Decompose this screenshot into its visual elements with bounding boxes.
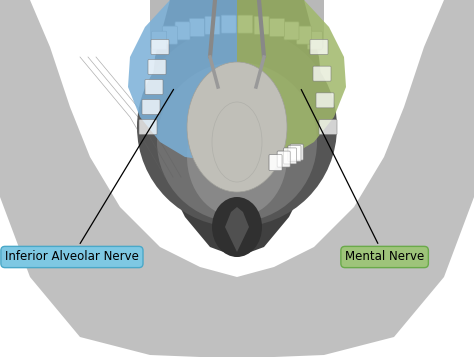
FancyBboxPatch shape [269,155,282,171]
FancyBboxPatch shape [151,40,169,55]
FancyBboxPatch shape [175,22,190,40]
FancyBboxPatch shape [290,144,303,160]
Polygon shape [237,0,474,357]
FancyBboxPatch shape [288,146,301,161]
FancyBboxPatch shape [283,148,297,164]
Ellipse shape [137,27,337,227]
FancyBboxPatch shape [139,120,157,135]
FancyBboxPatch shape [313,66,331,81]
FancyBboxPatch shape [288,146,301,161]
FancyBboxPatch shape [297,26,312,44]
FancyBboxPatch shape [270,19,285,36]
Polygon shape [150,0,324,257]
Polygon shape [225,207,249,252]
FancyBboxPatch shape [152,31,167,49]
FancyBboxPatch shape [284,22,299,40]
FancyBboxPatch shape [316,93,334,108]
FancyBboxPatch shape [145,80,163,95]
FancyBboxPatch shape [307,31,322,49]
FancyBboxPatch shape [189,19,204,36]
Ellipse shape [212,197,262,257]
FancyBboxPatch shape [221,15,236,33]
FancyBboxPatch shape [205,16,220,34]
Polygon shape [128,0,237,162]
FancyBboxPatch shape [310,40,328,55]
Ellipse shape [187,97,287,217]
FancyBboxPatch shape [290,144,303,160]
Ellipse shape [187,62,287,192]
FancyBboxPatch shape [238,15,253,33]
Polygon shape [0,0,237,357]
FancyBboxPatch shape [162,26,177,44]
Text: Mental Nerve: Mental Nerve [301,90,424,263]
Ellipse shape [157,62,317,222]
FancyBboxPatch shape [319,120,337,135]
FancyBboxPatch shape [254,16,269,34]
FancyBboxPatch shape [142,100,160,115]
FancyBboxPatch shape [277,151,290,167]
Polygon shape [150,0,324,95]
FancyBboxPatch shape [269,155,282,171]
Text: Inferior Alveolar Nerve: Inferior Alveolar Nerve [5,89,173,263]
Polygon shape [237,0,346,162]
FancyBboxPatch shape [148,60,166,75]
FancyBboxPatch shape [283,148,297,164]
FancyBboxPatch shape [277,151,290,167]
